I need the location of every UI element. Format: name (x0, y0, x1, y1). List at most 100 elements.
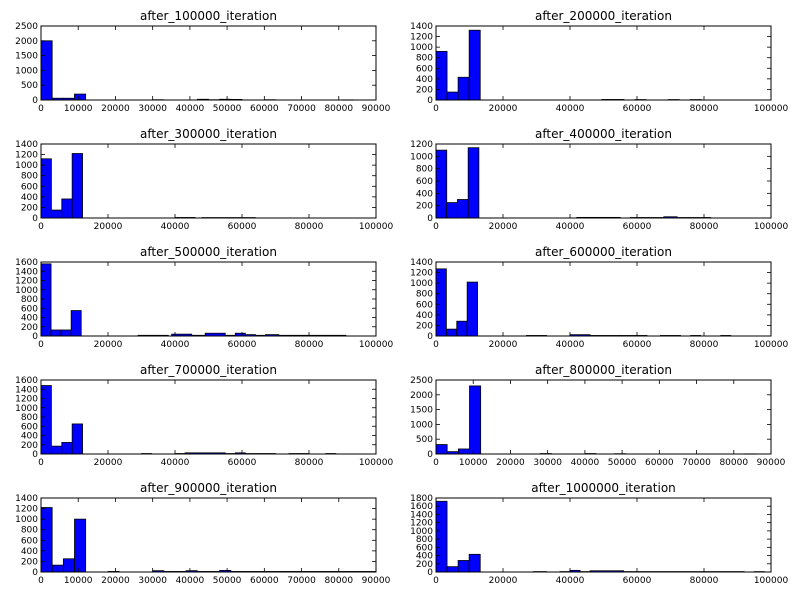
histogram-bar (466, 281, 478, 337)
x-tick-label: 40000 (556, 340, 585, 350)
x-tick-label: 20000 (489, 576, 518, 586)
y-tick-label: 200 (416, 85, 433, 95)
chart-title: after_100000_iteration (140, 9, 277, 23)
y-tick-label: 2000 (15, 37, 38, 47)
x-tick-label: 40000 (161, 340, 190, 350)
x-tick-label: 60000 (623, 340, 652, 350)
y-tick-label: 400 (21, 432, 38, 442)
histogram-bar (61, 198, 73, 219)
y-tick-label: 800 (21, 172, 38, 182)
y-tick-label: 200 (21, 323, 38, 333)
x-tick-label: 10000 (64, 104, 93, 114)
y-tick-label: 1000 (410, 527, 433, 537)
x-tick-label: 40000 (571, 458, 600, 468)
x-tick-label: 100000 (359, 222, 394, 232)
axes-frame (40, 497, 377, 573)
x-tick-label: 60000 (250, 104, 279, 114)
chart-title: after_800000_iteration (535, 363, 672, 377)
x-tick-label: 20000 (94, 222, 123, 232)
axes-frame (40, 25, 377, 101)
x-tick-label: 90000 (362, 104, 391, 114)
y-tick-label: 200 (416, 560, 433, 570)
y-tick-label: 1400 (410, 22, 433, 32)
chart-title: after_400000_iteration (535, 127, 672, 141)
x-tick-label: 60000 (623, 104, 652, 114)
x-tick-label: 40000 (556, 104, 585, 114)
x-tick-label: 20000 (101, 104, 130, 114)
histogram-bar (40, 507, 53, 573)
y-tick-label: 1200 (15, 395, 38, 405)
x-tick-label: 20000 (94, 340, 123, 350)
histogram-bar (435, 268, 447, 337)
y-tick-label: 2000 (410, 391, 433, 401)
y-tick-label: 0 (32, 96, 38, 106)
y-tick-label: 1000 (410, 420, 433, 430)
histogram-bar (446, 91, 459, 101)
histogram-panel: after_300000_iteration 0 20000 40000 60000 80… (15, 127, 393, 232)
histogram-bar (50, 209, 63, 219)
x-tick-label: 10000 (459, 458, 488, 468)
histogram-panel: after_400000_iteration 0 20000 40000 60000 80… (410, 127, 788, 232)
histogram-bar (467, 147, 480, 219)
x-tick-label: 30000 (138, 104, 167, 114)
y-tick-label: 1600 (410, 502, 433, 512)
y-tick-label: 1000 (15, 66, 38, 76)
y-tick-label: 1800 (410, 494, 433, 504)
histogram-bar (74, 518, 87, 573)
x-tick-label: 100000 (359, 340, 394, 350)
y-tick-label: 1000 (15, 404, 38, 414)
y-tick-label: 800 (416, 54, 433, 64)
y-tick-label: 200 (416, 202, 433, 212)
y-tick-label: 0 (427, 450, 433, 460)
y-tick-label: 1000 (15, 161, 38, 171)
histogram-bar (435, 500, 448, 573)
chart-title: after_500000_iteration (140, 245, 277, 259)
x-tick-label: 0 (38, 340, 44, 350)
histogram-panel: after_700000_iteration 0 20000 40000 60000 80… (15, 363, 393, 468)
x-tick-label: 80000 (324, 576, 353, 586)
y-tick-label: 1400 (15, 385, 38, 395)
histogram-bar (446, 202, 458, 219)
chart-title: after_900000_iteration (140, 481, 277, 495)
chart-title: after_600000_iteration (535, 245, 672, 259)
axes-frame (40, 143, 377, 219)
histogram-panel: after_200000_iteration 0 20000 40000 60000 80… (410, 9, 788, 114)
y-tick-label: 1400 (410, 258, 433, 268)
y-tick-label: 400 (416, 75, 433, 85)
x-tick-label: 60000 (250, 576, 279, 586)
y-tick-label: 1400 (15, 140, 38, 150)
y-tick-label: 1200 (410, 519, 433, 529)
histogram-bar (40, 158, 52, 219)
histogram-bar (457, 199, 469, 219)
x-tick-label: 0 (38, 576, 44, 586)
histogram-bar (40, 263, 52, 337)
histogram-panel: after_500000_iteration 0 20000 40000 60000 80… (15, 245, 393, 350)
histogram-bar (468, 29, 481, 101)
axes-frame (435, 497, 772, 573)
y-tick-label: 400 (21, 193, 38, 203)
y-tick-label: 0 (32, 568, 38, 578)
y-tick-label: 1600 (15, 376, 38, 386)
y-tick-label: 2500 (15, 22, 38, 32)
y-tick-label: 1200 (410, 33, 433, 43)
y-tick-label: 800 (416, 535, 433, 545)
x-tick-label: 50000 (213, 104, 242, 114)
histogram-bar (51, 564, 64, 573)
x-tick-label: 20000 (496, 458, 525, 468)
histogram-bar (445, 328, 458, 337)
y-tick-label: 400 (416, 311, 433, 321)
x-tick-label: 70000 (287, 576, 316, 586)
x-tick-label: 0 (38, 458, 44, 468)
x-tick-label: 100000 (754, 576, 789, 586)
y-tick-label: 1500 (15, 52, 38, 62)
y-tick-label: 400 (416, 189, 433, 199)
y-tick-label: 1000 (15, 515, 38, 525)
y-tick-label: 400 (21, 314, 38, 324)
y-tick-label: 600 (416, 64, 433, 74)
y-tick-label: 2500 (410, 376, 433, 386)
